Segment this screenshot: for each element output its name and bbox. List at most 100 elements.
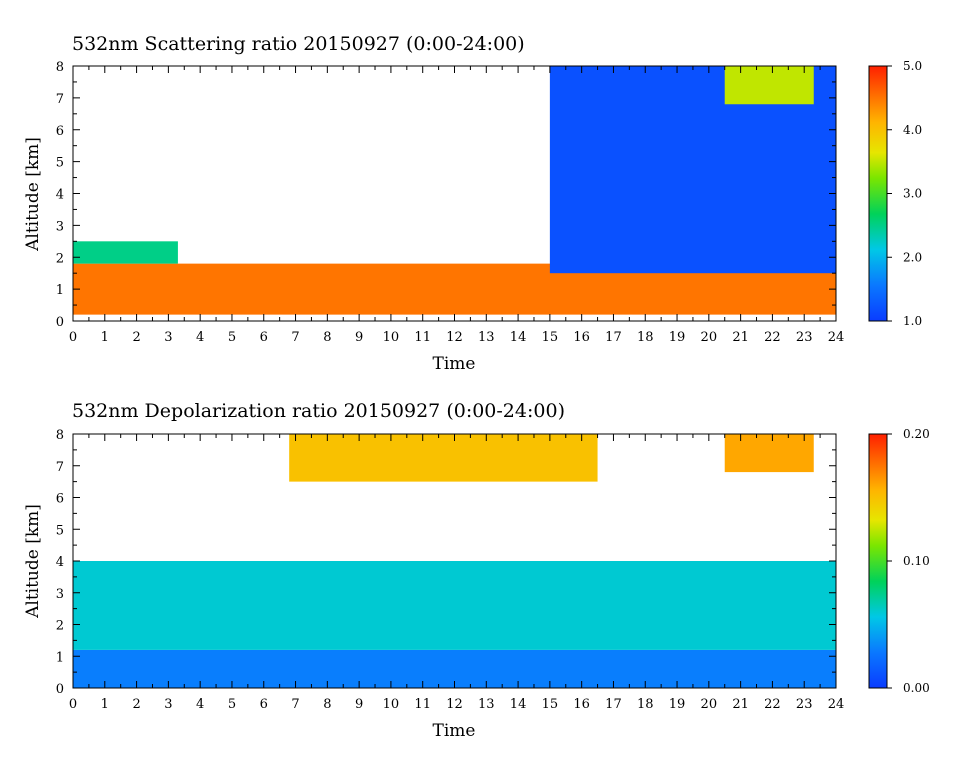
y-axis-label: Altitude [km]	[23, 137, 43, 252]
colorbar-tick-label: 2.0	[903, 250, 922, 264]
y-tick-label: 4	[56, 555, 64, 570]
x-axis-label: Time	[433, 354, 476, 374]
y-tick-label: 2	[56, 619, 64, 634]
x-tick-label: 21	[732, 330, 749, 345]
x-tick-label: 14	[510, 697, 527, 712]
heatmap-layer	[73, 561, 836, 650]
x-tick-label: 10	[383, 697, 400, 712]
colorbar-tick-label: 5.0	[903, 59, 922, 73]
x-axis: 0 1 2 3 4 5 6 7 8 9 10 11 12 13 14 15 16 17 18 19 20 21 22 23 24	[69, 66, 844, 345]
x-tick-label: 13	[478, 697, 495, 712]
y-tick-label: 0	[56, 682, 64, 697]
x-tick-label: 22	[764, 697, 781, 712]
colorbar-tick-label: 0.20	[903, 427, 930, 441]
heatmap-layer	[73, 241, 178, 264]
x-tick-label: 13	[478, 330, 495, 345]
colorbar-tick-label: 3.0	[903, 187, 922, 201]
heatmap-layer	[289, 434, 598, 482]
y-tick-label: 4	[56, 188, 64, 203]
x-tick-label: 3	[164, 697, 172, 712]
y-tick-label: 1	[56, 283, 64, 298]
heatmap-depolarization	[73, 434, 836, 688]
x-tick-label: 12	[446, 330, 463, 345]
y-tick-label: 8	[56, 428, 64, 443]
x-tick-label: 4	[196, 330, 204, 345]
x-tick-label: 22	[764, 330, 781, 345]
colorbar	[868, 65, 888, 322]
x-tick-label: 7	[291, 697, 299, 712]
y-tick-label: 2	[56, 251, 64, 266]
x-tick-label: 24	[828, 697, 845, 712]
x-tick-label: 11	[414, 697, 431, 712]
x-tick-label: 8	[323, 697, 331, 712]
y-tick-label: 7	[56, 460, 64, 475]
x-tick-label: 8	[323, 330, 331, 345]
x-tick-label: 19	[669, 330, 686, 345]
x-axis-label: Time	[433, 721, 476, 741]
y-tick-label: 8	[56, 60, 64, 75]
x-tick-label: 3	[164, 330, 172, 345]
x-tick-label: 1	[101, 330, 109, 345]
x-tick-label: 21	[732, 697, 749, 712]
colorbar	[868, 433, 888, 689]
x-tick-label: 24	[828, 330, 845, 345]
heatmap-layer	[724, 434, 814, 473]
heatmap-scattering	[73, 66, 836, 321]
x-tick-label: 10	[383, 330, 400, 345]
colorbar-tick-label: 4.0	[903, 123, 922, 137]
y-axis: 0 1 2 3 4 5 6 7 8	[56, 428, 836, 697]
x-tick-label: 6	[260, 330, 268, 345]
x-tick-label: 15	[542, 697, 559, 712]
x-tick-label: 4	[196, 697, 204, 712]
x-tick-label: 23	[796, 330, 813, 345]
x-tick-label: 20	[701, 330, 718, 345]
panel-depolarization-ratio: 532nm Depolarization ratio 20150927 (0:0…	[23, 400, 930, 741]
x-axis: 0 1 2 3 4 5 6 7 8 9 10 11 12 13 14 15 16 17 18 19 20 21 22 23 24	[69, 434, 844, 712]
y-tick-label: 7	[56, 92, 64, 107]
y-tick-label: 3	[56, 587, 64, 602]
chart-title: 532nm Depolarization ratio 20150927 (0:0…	[72, 400, 565, 422]
x-tick-label: 2	[132, 330, 140, 345]
heatmap-layer	[724, 66, 814, 105]
x-tick-label: 1	[101, 697, 109, 712]
x-tick-label: 9	[355, 697, 363, 712]
x-tick-label: 2	[132, 697, 140, 712]
x-tick-label: 17	[605, 697, 622, 712]
colorbar-ticks: 0.00 0.10 0.20	[887, 427, 930, 695]
x-tick-label: 18	[637, 330, 654, 345]
x-tick-label: 15	[542, 330, 559, 345]
x-tick-label: 23	[796, 697, 813, 712]
y-tick-label: 1	[56, 650, 64, 665]
colorbar-tick-label: 0.00	[903, 681, 930, 695]
x-tick-label: 18	[637, 697, 654, 712]
y-tick-label: 5	[56, 156, 64, 171]
colorbar-ticks: 1.0 2.0 3.0 4.0 5.0	[887, 59, 922, 328]
x-tick-label: 17	[605, 330, 622, 345]
y-tick-label: 3	[56, 219, 64, 234]
y-axis-label: Altitude [km]	[23, 504, 43, 619]
x-tick-label: 16	[573, 330, 590, 345]
x-tick-label: 20	[701, 697, 718, 712]
x-tick-label: 9	[355, 330, 363, 345]
x-tick-label: 0	[69, 697, 77, 712]
x-tick-label: 5	[228, 330, 236, 345]
x-tick-label: 11	[414, 330, 431, 345]
y-tick-label: 6	[56, 492, 64, 507]
x-tick-label: 19	[669, 697, 686, 712]
y-tick-label: 0	[56, 315, 64, 330]
x-tick-label: 14	[510, 330, 527, 345]
y-tick-label: 6	[56, 124, 64, 139]
chart-title: 532nm Scattering ratio 20150927 (0:00-24…	[72, 33, 525, 55]
x-tick-label: 0	[69, 330, 77, 345]
y-axis: 0 1 2 3 4 5 6 7 8	[56, 60, 836, 330]
panel-scattering-ratio: 532nm Scattering ratio 20150927 (0:00-24…	[23, 33, 922, 374]
x-tick-label: 16	[573, 697, 590, 712]
x-tick-label: 7	[291, 330, 299, 345]
colorbar-tick-label: 0.10	[903, 554, 930, 568]
y-tick-label: 5	[56, 523, 64, 538]
x-tick-label: 12	[446, 697, 463, 712]
x-tick-label: 6	[260, 697, 268, 712]
colorbar-tick-label: 1.0	[903, 314, 922, 328]
x-tick-label: 5	[228, 697, 236, 712]
